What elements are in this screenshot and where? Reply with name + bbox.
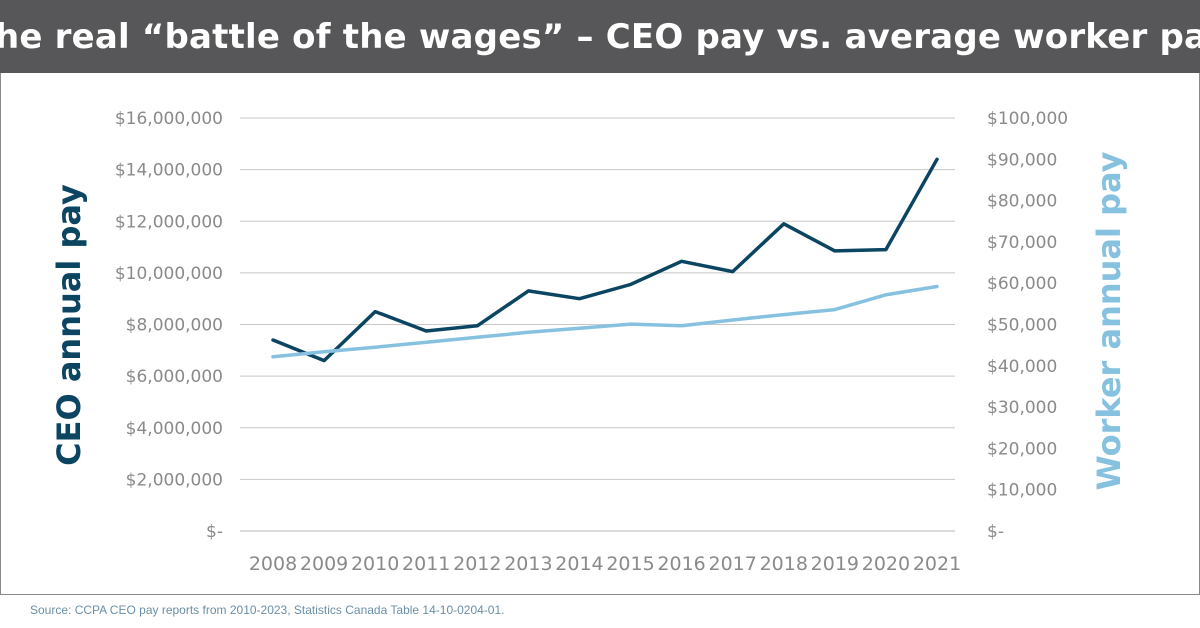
- x-tick-label: 2008: [249, 553, 297, 575]
- ceo-point-2013: [527, 289, 530, 293]
- x-tick-label: 2015: [606, 553, 654, 575]
- x-tick-label: 2016: [657, 553, 705, 575]
- right-tick-label: $100,000: [987, 109, 1068, 129]
- ceo-point-2018: [782, 222, 785, 226]
- ceo-point-2016: [680, 260, 683, 263]
- left-tick-label: $14,000,000: [115, 161, 223, 181]
- gridlines: [240, 117, 955, 532]
- left-tick-label: $-: [206, 522, 223, 542]
- worker-point-2020: [884, 293, 888, 296]
- ceo-point-2020: [884, 248, 888, 251]
- x-tick-label: 2013: [504, 553, 552, 575]
- right-tick-label: $70,000: [987, 233, 1057, 253]
- left-tick-label: $12,000,000: [115, 212, 223, 232]
- right-tick-label: $40,000: [987, 357, 1057, 377]
- x-tick-label: 2011: [402, 553, 450, 575]
- left-axis-ticks: $- $2,000,000 $4,000,000 $6,000,000 $8,000,0…: [115, 109, 223, 542]
- worker-point-2008: [271, 355, 275, 358]
- right-tick-label: $50,000: [987, 316, 1057, 336]
- worker-point-2013: [527, 331, 530, 334]
- ceo-point-2021: [935, 158, 939, 161]
- worker-point-2014: [578, 327, 581, 330]
- ceo-point-2019: [833, 249, 837, 253]
- left-tick-label: $2,000,000: [126, 470, 223, 490]
- right-axis-ticks: $- $10,000 $20,000 $30,000 $40,000 $50,000 $60…: [987, 109, 1068, 542]
- ceo-point-2009: [322, 359, 326, 362]
- x-tick-label: 2009: [300, 553, 348, 575]
- worker-point-2018: [782, 313, 785, 316]
- worker-point-2016: [680, 324, 683, 327]
- x-tick-label: 2019: [811, 553, 859, 575]
- ceo-point-2017: [731, 270, 734, 273]
- title-banner: The real “battle of the wages” – CEO pay…: [0, 0, 1200, 73]
- worker-point-2015: [629, 322, 632, 326]
- x-tick-label: 2012: [453, 553, 501, 575]
- right-tick-label: $10,000: [987, 481, 1057, 501]
- worker-point-2011: [425, 341, 428, 344]
- chart-title: The real “battle of the wages” – CEO pay…: [0, 16, 1200, 57]
- left-tick-label: $6,000,000: [126, 367, 223, 387]
- worker-point-2021: [935, 285, 939, 288]
- right-tick-label: $20,000: [987, 439, 1057, 459]
- x-tick-label: 2014: [555, 553, 603, 575]
- right-tick-label: $30,000: [987, 398, 1057, 418]
- ceo-point-2010: [373, 310, 377, 313]
- right-tick-label: $90,000: [987, 150, 1057, 170]
- worker-point-2019: [833, 308, 837, 311]
- right-tick-label: $-: [987, 522, 1004, 542]
- right-tick-label: $60,000: [987, 274, 1057, 294]
- left-tick-label: $4,000,000: [126, 419, 223, 439]
- worker-point-2010: [373, 346, 377, 349]
- ceo-point-2008: [271, 338, 275, 342]
- series: [271, 157, 939, 363]
- worker-point-2009: [322, 350, 326, 353]
- right-tick-label: $80,000: [987, 192, 1057, 212]
- x-tick-label: 2017: [709, 553, 757, 575]
- x-axis-ticks: 2008 2009 2010 2011 2012 2013 2014 2015 2016 2017…: [249, 553, 961, 575]
- right-axis-label: Worker annual pay: [1090, 151, 1128, 490]
- ceo-point-2014: [578, 297, 581, 300]
- x-tick-label: 2021: [913, 553, 961, 575]
- left-tick-label: $8,000,000: [126, 316, 223, 336]
- ceo-point-2011: [425, 329, 428, 333]
- worker-point-2017: [731, 318, 734, 322]
- ceo-point-2012: [476, 324, 479, 327]
- ceo-pay-line: [271, 157, 939, 363]
- x-tick-label: 2018: [760, 553, 808, 575]
- x-tick-label: 2020: [862, 553, 910, 575]
- x-tick-label: 2010: [351, 553, 399, 575]
- worker-point-2012: [476, 336, 479, 339]
- left-axis-label: CEO annual pay: [50, 184, 88, 466]
- left-tick-label: $10,000,000: [115, 264, 223, 284]
- source-note: Source: CCPA CEO pay reports from 2010-2…: [30, 603, 505, 617]
- worker-pay-line: [271, 284, 939, 359]
- dual-axis-line-chart: $- $2,000,000 $4,000,000 $6,000,000 $8,000,0…: [50, 109, 1128, 575]
- ceo-point-2015: [629, 283, 632, 286]
- left-tick-label: $16,000,000: [115, 109, 223, 129]
